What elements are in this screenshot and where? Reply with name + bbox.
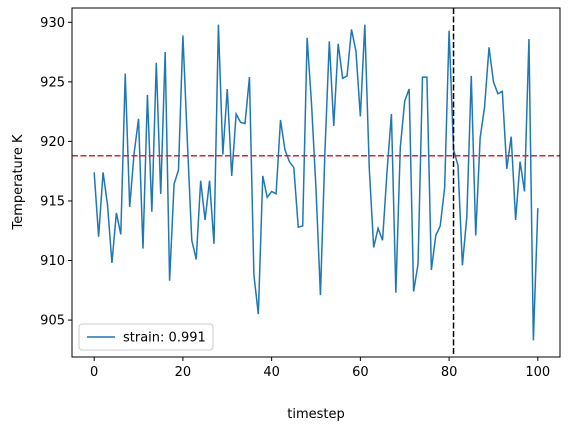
plot-frame (71, 7, 561, 358)
data-line (93, 24, 539, 341)
x-tick-label: 100 (525, 365, 550, 380)
y-tick-label: 925 (40, 75, 65, 90)
y-tick-label: 920 (40, 135, 65, 150)
x-tick-label: 40 (263, 365, 280, 380)
x-tick-label: 20 (175, 365, 192, 380)
y-tick-label: 930 (40, 16, 65, 31)
y-axis-label: Temperature K (11, 134, 26, 230)
y-tick-label: 905 (40, 314, 65, 329)
x-tick-label: 0 (90, 365, 98, 380)
legend-label: strain: 0.991 (123, 331, 206, 346)
x-tick-label: 80 (441, 365, 458, 380)
y-tick-label: 915 (40, 194, 65, 209)
x-tick-label: 60 (352, 365, 369, 380)
y-tick-label: 910 (40, 254, 65, 269)
x-axis-label: timestep (287, 407, 345, 422)
legend-box (78, 323, 214, 351)
